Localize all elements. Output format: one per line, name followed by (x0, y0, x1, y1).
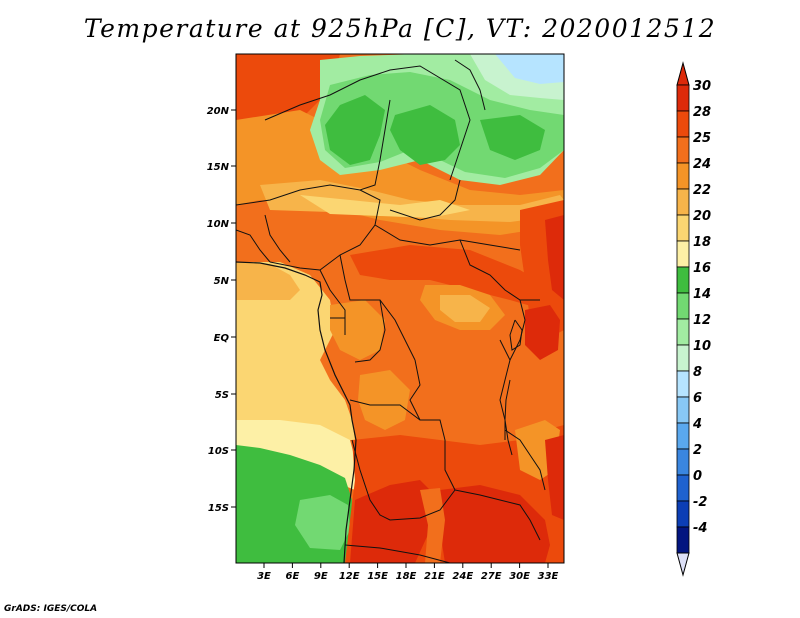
central-basin-light (440, 295, 490, 322)
colorbar-swatch (676, 422, 690, 450)
lon-tick-label: 30E (509, 571, 530, 582)
colorbar-label: 0 (693, 469, 702, 484)
colorbar-swatch (676, 448, 690, 476)
colorbar-swatch (676, 344, 690, 372)
lon-tick-label: 3E (257, 571, 271, 582)
latitude-axis: 20N 15N 10N 5N EQ 5S 10S 15S (207, 106, 236, 514)
southeast-hot (545, 435, 564, 520)
colorbar-label: 10 (693, 339, 711, 354)
lon-tick-label: 9E (314, 571, 328, 582)
longitude-axis: 3E 6E 9E 12E 15E 18E 21E 24E 27E 30E 33E (257, 563, 559, 582)
colorbar-label: 14 (693, 287, 711, 302)
lat-tick-label: 20N (207, 106, 230, 117)
atlantic-coastline (236, 261, 357, 563)
lat-tick-label: 5S (215, 390, 229, 401)
colorbar-label: 8 (693, 365, 702, 380)
gulf-of-guinea-yellow (236, 262, 355, 440)
temperature-field (236, 54, 564, 563)
colorbar-label: 24 (693, 157, 711, 172)
colorbar-label: -4 (693, 521, 707, 536)
lon-tick-label: 24E (452, 571, 473, 582)
colorbar-label: 30 (693, 79, 711, 94)
north-green-patch-2 (390, 105, 460, 165)
colorbar-swatch (676, 266, 690, 294)
colorbar-label: 28 (693, 105, 711, 120)
colorbar-top-arrow (676, 61, 690, 86)
colorbar-label: 4 (692, 417, 702, 432)
lat-tick-label: EQ (214, 333, 230, 344)
map-title: Temperature at 925hPa [C], VT: 202001251… (83, 14, 717, 43)
colorbar-label: 2 (693, 443, 702, 458)
colorbar-swatch (676, 526, 690, 554)
colorbar-swatch (676, 136, 690, 164)
colorbar-label: 25 (693, 131, 711, 146)
lon-tick-label: 6E (286, 571, 300, 582)
gulf-of-guinea-light-orange (236, 262, 300, 300)
map-frame (235, 53, 565, 564)
colorbar-swatch (676, 214, 690, 242)
central-warm (350, 245, 545, 310)
southern-hot-west (350, 480, 435, 563)
colorbar-swatch (676, 474, 690, 502)
southern-orange-gap (420, 488, 445, 563)
lat-tick-label: 15N (207, 162, 230, 173)
sahel-yellow (300, 195, 470, 218)
colorbar-label: -2 (693, 495, 707, 510)
lat-tick-label: 5N (214, 276, 230, 287)
lon-tick-label: 27E (481, 571, 502, 582)
colorbar-swatch (676, 500, 690, 528)
north-sky (495, 54, 564, 84)
colorbar-label: 6 (693, 391, 702, 406)
angola-highlands-amber (358, 370, 410, 430)
colorbar-label: 18 (693, 235, 711, 250)
colorbar-label: 12 (693, 313, 711, 328)
west-central-amber (330, 300, 385, 360)
colorbar-swatch (676, 110, 690, 138)
lon-tick-label: 33E (538, 571, 559, 582)
lon-tick-label: 15E (367, 571, 388, 582)
lat-tick-label: 10S (208, 446, 229, 457)
colorbar-swatch (676, 396, 690, 424)
lake-outlines (509, 319, 523, 351)
colorbar-swatch (676, 84, 690, 112)
lat-tick-label: 10N (207, 219, 230, 230)
colorbar-swatch (676, 370, 690, 398)
lon-tick-label: 18E (396, 571, 417, 582)
lon-tick-label: 21E (424, 571, 445, 582)
colorbar-swatch (676, 188, 690, 216)
colorbar-swatch (676, 292, 690, 320)
colorbar-swatch (676, 162, 690, 190)
lat-tick-label: 15S (208, 503, 229, 514)
southern-hot-east (440, 485, 550, 563)
lake-region-hot (525, 305, 560, 360)
north-green-patch-1 (325, 95, 385, 165)
colorbar-label: 22 (693, 183, 711, 198)
lon-tick-label: 12E (339, 571, 360, 582)
colorbar-label: 20 (693, 209, 711, 224)
colorbar-swatch (676, 318, 690, 346)
north-green-patch-3 (480, 115, 545, 160)
colorbar-bottom-arrow (676, 552, 690, 577)
rift-lakes (504, 379, 513, 456)
colorbar-label: 16 (693, 261, 711, 276)
country-borders (236, 59, 546, 563)
grads-credit: GrADS: IGES/COLA (4, 604, 98, 614)
east-africa-hot (545, 215, 564, 300)
south-atlantic-light-green (295, 495, 350, 550)
colorbar-swatch (676, 240, 690, 268)
